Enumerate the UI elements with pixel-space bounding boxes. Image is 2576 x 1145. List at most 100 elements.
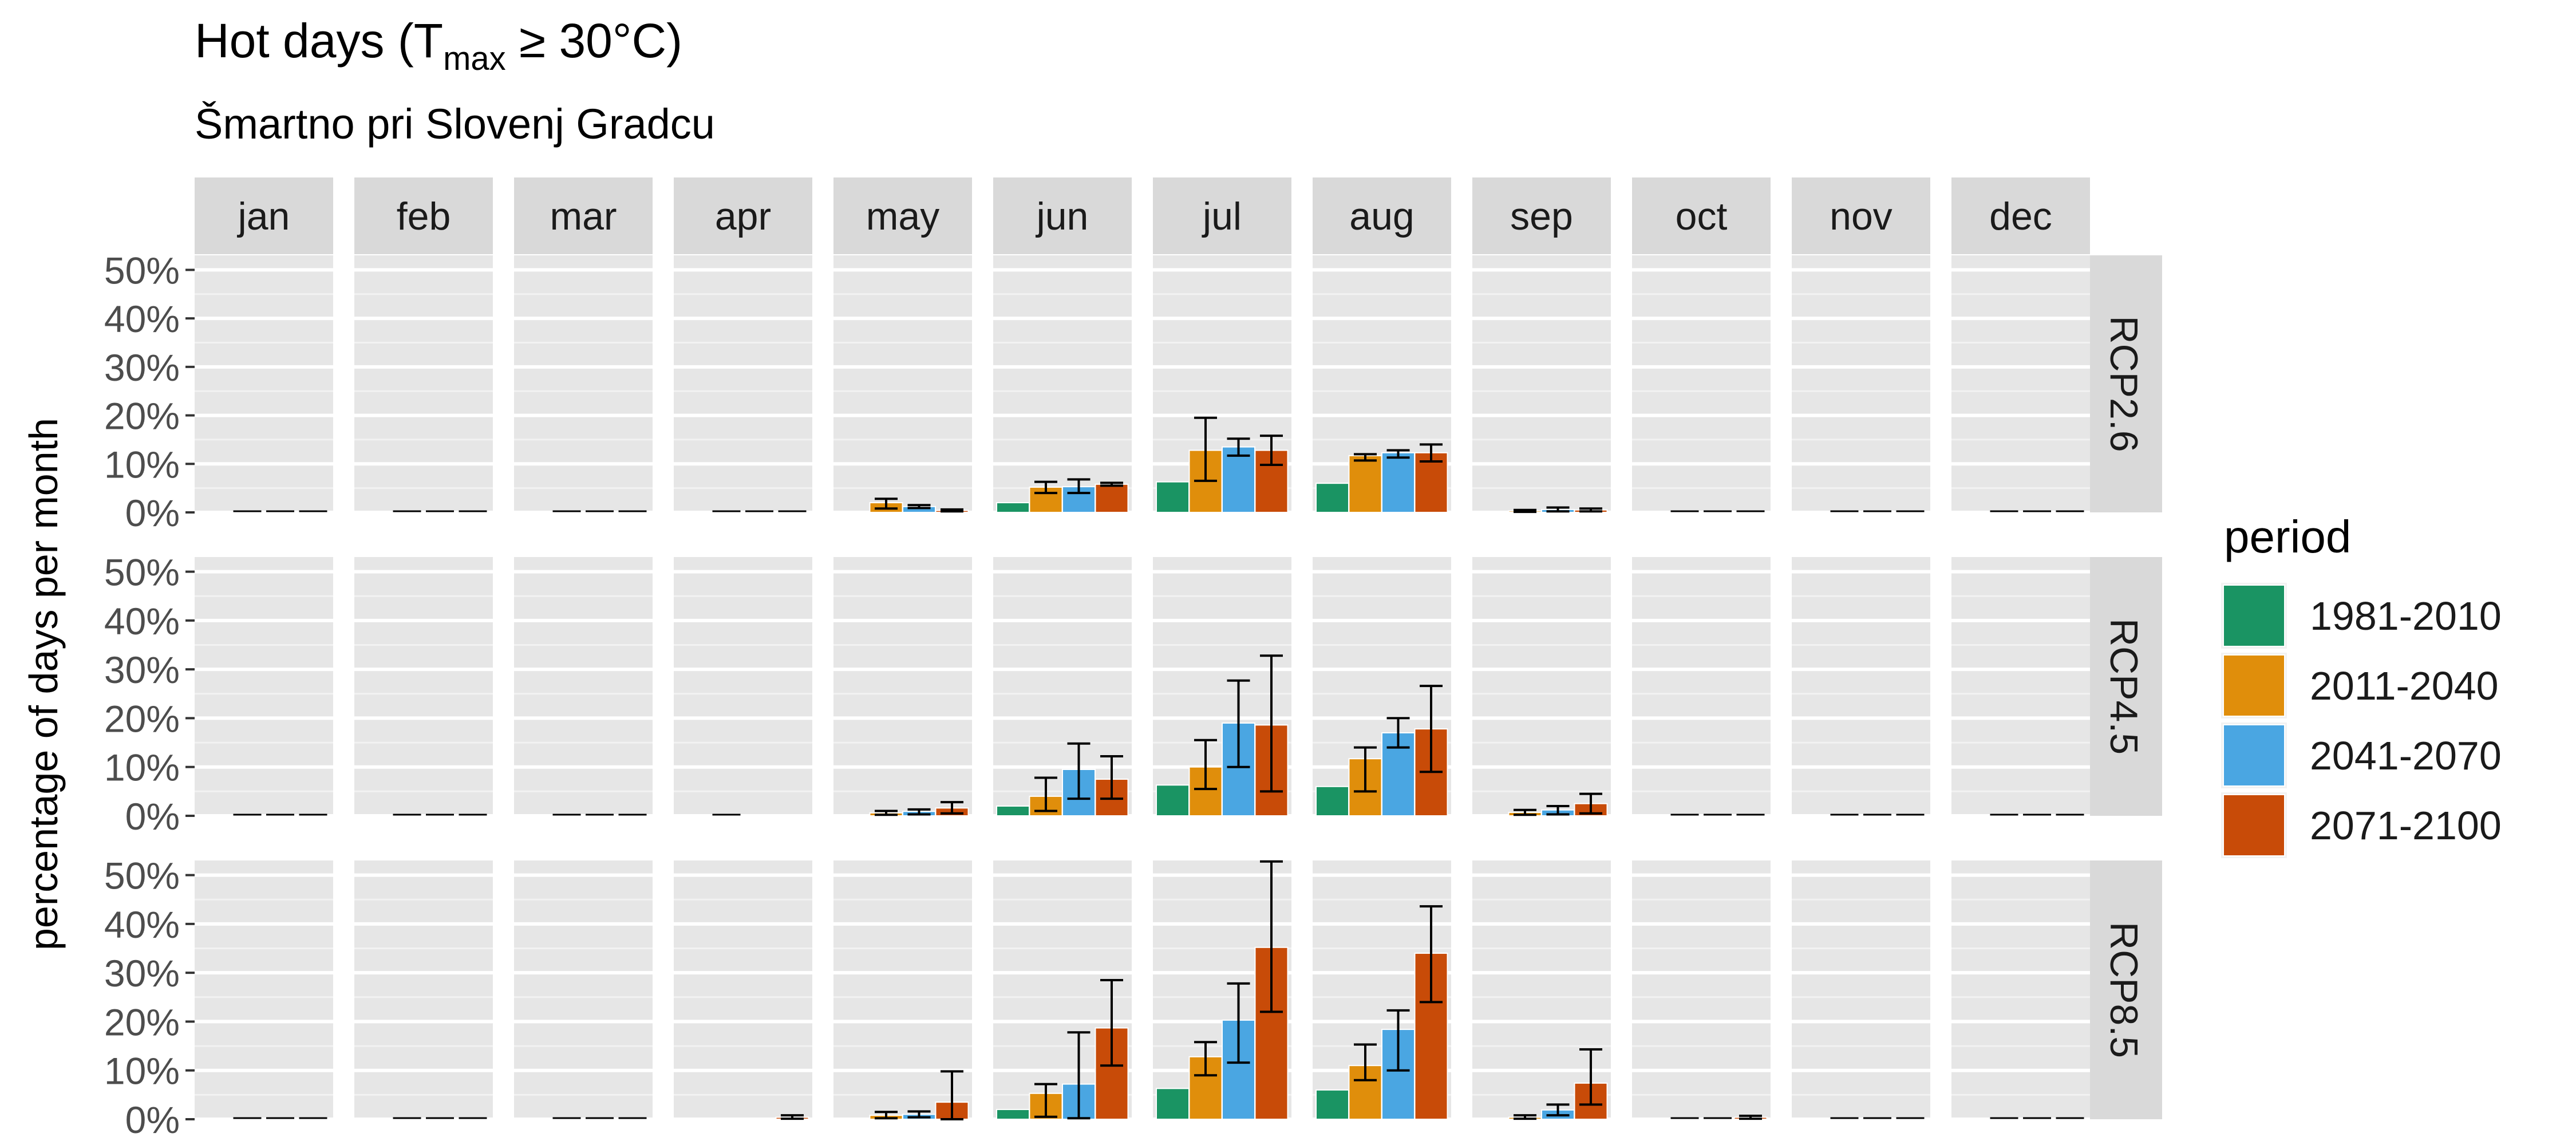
panel-background [1632, 557, 1771, 816]
y-tick-label: 30% [104, 346, 180, 389]
panel-background [674, 557, 812, 816]
error-bar-RCP8.5-may-2011-2040 [875, 1111, 898, 1120]
error-bar-RCP8.5-sep-2041-2070 [1546, 1103, 1570, 1117]
panel-background [833, 255, 972, 512]
error-bar-RCP8.5-jun-2011-2040 [1034, 1083, 1057, 1118]
error-bar-RCP2.6-jun-2011-2040 [1034, 480, 1057, 495]
panel-RCP4.5-nov [1792, 557, 1930, 818]
strip-sep [1472, 177, 1611, 254]
panel-RCP8.5-dec [1951, 860, 2090, 1121]
bar-RCP2.6-jul-2041-2070 [1222, 446, 1255, 514]
y-tick-label: 30% [104, 952, 180, 994]
panel-background [1472, 255, 1611, 512]
panel-RCP8.5-feb [354, 860, 493, 1121]
error-bar-RCP2.6-may-2041-2070 [907, 504, 931, 510]
panel-RCP2.6-feb [354, 255, 493, 514]
legend-swatch [2223, 654, 2285, 717]
error-bar-RCP4.5-jul-2071-2100 [1260, 654, 1283, 793]
legend-swatch [2223, 724, 2285, 787]
panel-RCP2.6-mar [514, 255, 653, 514]
error-bar-RCP2.6-jul-2041-2070 [1227, 437, 1250, 457]
panel-background [354, 557, 493, 816]
y-tick-label: 0% [125, 795, 180, 838]
panel-RCP4.5-dec [1951, 557, 2090, 818]
strip-label-feb: feb [397, 195, 451, 238]
panel-RCP2.6-nov [1792, 255, 1930, 514]
panel-RCP4.5-jun [993, 557, 1132, 818]
strip-oct [1632, 177, 1771, 254]
panel-RCP4.5-oct [1632, 557, 1771, 818]
y-tick-label: 50% [104, 551, 180, 594]
legend: period 1981-2010 2011-2040 2041-2070 2071-21… [2221, 511, 2502, 858]
panel-RCP4.5-feb [354, 557, 493, 818]
strip-apr [674, 177, 812, 254]
panel-background [1472, 557, 1611, 816]
legend-swatch [2223, 794, 2285, 856]
panel-RCP2.6-sep [1472, 255, 1611, 514]
panel-RCP4.5-jan [195, 557, 333, 818]
error-bar-RCP8.5-aug-2071-2100 [1420, 905, 1443, 1004]
error-bar-RCP4.5-jun-2011-2040 [1034, 776, 1057, 812]
bar-RCP4.5-apr-2071-2100 [775, 815, 809, 817]
error-bar-RCP8.5-sep-2071-2100 [1579, 1048, 1602, 1106]
strip-jun [993, 177, 1132, 254]
error-bar-RCP4.5-sep-2071-2100 [1579, 792, 1602, 815]
y-tick-label: 0% [125, 492, 180, 534]
error-bar-RCP4.5-aug-2041-2070 [1386, 717, 1410, 749]
panel-RCP4.5-apr [674, 557, 812, 818]
bar-RCP8.5-apr-2041-2070 [742, 1118, 776, 1120]
error-bar-RCP4.5-jun-2041-2070 [1067, 742, 1091, 800]
bar-RCP2.6-aug-2071-2100 [1414, 452, 1448, 513]
error-bar-RCP8.5-may-2071-2100 [941, 1070, 963, 1120]
bar-RCP2.6-jun-2071-2100 [1095, 483, 1129, 513]
panel-background [354, 255, 493, 512]
strip-label-RCP8.5: RCP8.5 [2102, 922, 2146, 1058]
error-bar-RCP2.6-jun-2071-2100 [1100, 481, 1123, 487]
legend-label: 2071-2100 [2310, 803, 2502, 848]
y-tick-label: 20% [104, 395, 180, 437]
panel-RCP4.5-mar [514, 557, 653, 818]
error-bar-RCP8.5-jun-2041-2070 [1067, 1031, 1091, 1120]
error-bar-RCP4.5-may-2071-2100 [941, 801, 963, 815]
panel-background [833, 860, 972, 1119]
error-bar-RCP8.5-jul-2071-2100 [1260, 860, 1283, 1013]
error-bar-RCP2.6-sep-2071-2100 [1579, 507, 1602, 513]
error-bar-RCP2.6-aug-2011-2040 [1354, 453, 1377, 462]
panel-background [195, 860, 333, 1119]
strip-label-oct: oct [1676, 195, 1728, 238]
legend-item-2071-2100: 2071-2100 [2221, 792, 2502, 858]
panel-background [195, 557, 333, 816]
error-bar-RCP4.5-sep-2041-2070 [1546, 804, 1570, 816]
panel-background [514, 557, 653, 816]
bar-RCP2.6-aug-1981-2010 [1315, 483, 1349, 513]
panel-RCP8.5-aug [1313, 860, 1451, 1121]
bar-RCP2.6-aug-2011-2040 [1348, 455, 1382, 513]
strip-dec [1951, 177, 2090, 254]
y-tick-label: 20% [104, 1001, 180, 1043]
panel-background [1792, 557, 1930, 816]
panel-RCP8.5-mar [514, 860, 653, 1121]
strip-label-may: may [866, 195, 939, 238]
panel-background [514, 255, 653, 512]
y-tick-label: 10% [104, 747, 180, 789]
error-bar-RCP4.5-jul-2041-2070 [1227, 679, 1250, 768]
panel-RCP2.6-oct [1632, 255, 1771, 514]
error-bar-RCP4.5-jun-2071-2100 [1100, 755, 1123, 800]
panel-RCP4.5-sep [1472, 557, 1611, 818]
panel-RCP8.5-jan [195, 860, 333, 1121]
panel-background [514, 860, 653, 1119]
strip-RCP4.5 [2087, 557, 2162, 816]
panel-RCP8.5-oct [1632, 860, 1771, 1121]
error-bar-RCP2.6-may-2071-2100 [941, 508, 963, 513]
legend-swatch [2223, 585, 2285, 647]
y-axis-label: percentage of days per month [21, 418, 66, 950]
error-bar-RCP2.6-jul-2011-2040 [1194, 416, 1217, 482]
bar-RCP8.5-jun-1981-2010 [996, 1108, 1030, 1120]
error-bar-RCP4.5-aug-2071-2100 [1420, 685, 1443, 773]
panel-background [1951, 860, 2090, 1119]
bar-RCP4.5-aug-1981-2010 [1315, 785, 1349, 817]
error-bar-RCP2.6-aug-2071-2100 [1420, 443, 1443, 463]
strip-label-aug: aug [1349, 195, 1414, 238]
panel-RCP2.6-apr [674, 255, 812, 514]
